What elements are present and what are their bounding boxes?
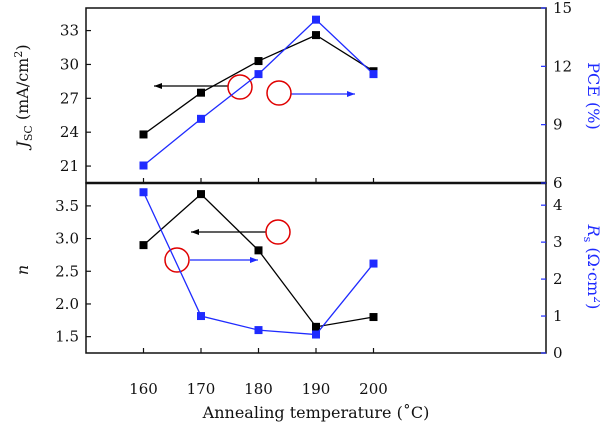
left-tick-label-0-2: 27 xyxy=(60,89,79,107)
series-point-0-0-0 xyxy=(139,130,148,139)
left-tick-label-0-4: 33 xyxy=(60,22,79,40)
series-point-1-1-0 xyxy=(139,188,148,197)
left-tick-label-1-1: 2.0 xyxy=(55,295,79,313)
series-point-0-1-3 xyxy=(312,15,320,24)
left-tick-label-0-3: 30 xyxy=(60,55,79,73)
top-right-axis-label: PCE (%) xyxy=(584,62,600,129)
bottom-right-axis-label: Rs (Ω·cm2) xyxy=(581,224,600,310)
left-tick-label-0-0: 21 xyxy=(60,157,79,175)
series-line-0-1 xyxy=(143,18,374,167)
series-point-1-0-0 xyxy=(139,241,148,250)
series-line-0-0 xyxy=(143,34,374,135)
bottom-left-axis-label: n xyxy=(13,265,32,275)
series-point-1-0-4 xyxy=(369,313,378,322)
bottom-left-arrow-annotation xyxy=(191,229,266,235)
left-tick-label-1-2: 2.5 xyxy=(55,262,79,280)
left-tick-label-1-4: 3.5 xyxy=(55,197,79,215)
right-tick-label-0-0: 6 xyxy=(553,174,563,192)
series-point-0-1-2 xyxy=(254,70,263,79)
top-right-arrow-annotation xyxy=(291,91,355,97)
right-tick-label-1-1: 1 xyxy=(553,307,563,325)
series-point-0-1-1 xyxy=(197,114,205,123)
series-point-1-1-1 xyxy=(197,312,205,321)
top-left-arrow-annotation xyxy=(154,83,228,89)
left-tick-label-1-0: 1.5 xyxy=(55,328,79,346)
series-line-1-1 xyxy=(142,191,375,336)
left-tick-label-1-3: 3.0 xyxy=(55,230,79,248)
x-tick-label-4: 200 xyxy=(359,380,388,398)
right-tick-label-1-3: 3 xyxy=(553,233,563,251)
bottom-right-arrow-annotation xyxy=(190,257,258,263)
top-left-axis-label: JSC (mA/cm2) xyxy=(12,44,35,150)
right-tick-label-1-0: 0 xyxy=(553,344,563,362)
top-circle-annotation-1 xyxy=(227,74,253,100)
series-point-1-0-2 xyxy=(254,246,263,255)
series-point-0-0-1 xyxy=(197,88,205,97)
series-point-0-0-2 xyxy=(254,57,263,66)
x-tick-label-1: 170 xyxy=(187,380,216,398)
series-point-1-0-1 xyxy=(197,190,205,199)
x-tick-label-2: 180 xyxy=(244,380,273,398)
bottom-circle-annotation-1 xyxy=(265,219,291,245)
right-tick-label-0-3: 15 xyxy=(553,0,572,17)
x-tick-label-3: 190 xyxy=(302,380,331,398)
series-point-1-1-4 xyxy=(369,259,378,268)
bottom-circle-annotation-2 xyxy=(164,247,190,273)
right-tick-label-0-2: 12 xyxy=(553,57,572,75)
series-point-1-1-2 xyxy=(254,326,263,335)
right-tick-label-1-4: 4 xyxy=(553,196,563,214)
x-tick-label-0: 160 xyxy=(129,380,158,398)
right-tick-label-0-1: 9 xyxy=(553,116,563,134)
series-point-0-1-4 xyxy=(369,70,378,79)
top-circle-annotation-2 xyxy=(266,80,292,106)
series-point-1-0-3 xyxy=(312,322,320,331)
x-axis-label: Annealing temperature (˚C) xyxy=(202,403,430,422)
series-point-1-1-3 xyxy=(312,330,320,339)
left-tick-label-0-1: 24 xyxy=(60,123,79,141)
series-point-0-0-3 xyxy=(312,31,320,40)
series-point-0-1-0 xyxy=(139,161,148,170)
right-tick-label-1-2: 2 xyxy=(553,270,563,288)
